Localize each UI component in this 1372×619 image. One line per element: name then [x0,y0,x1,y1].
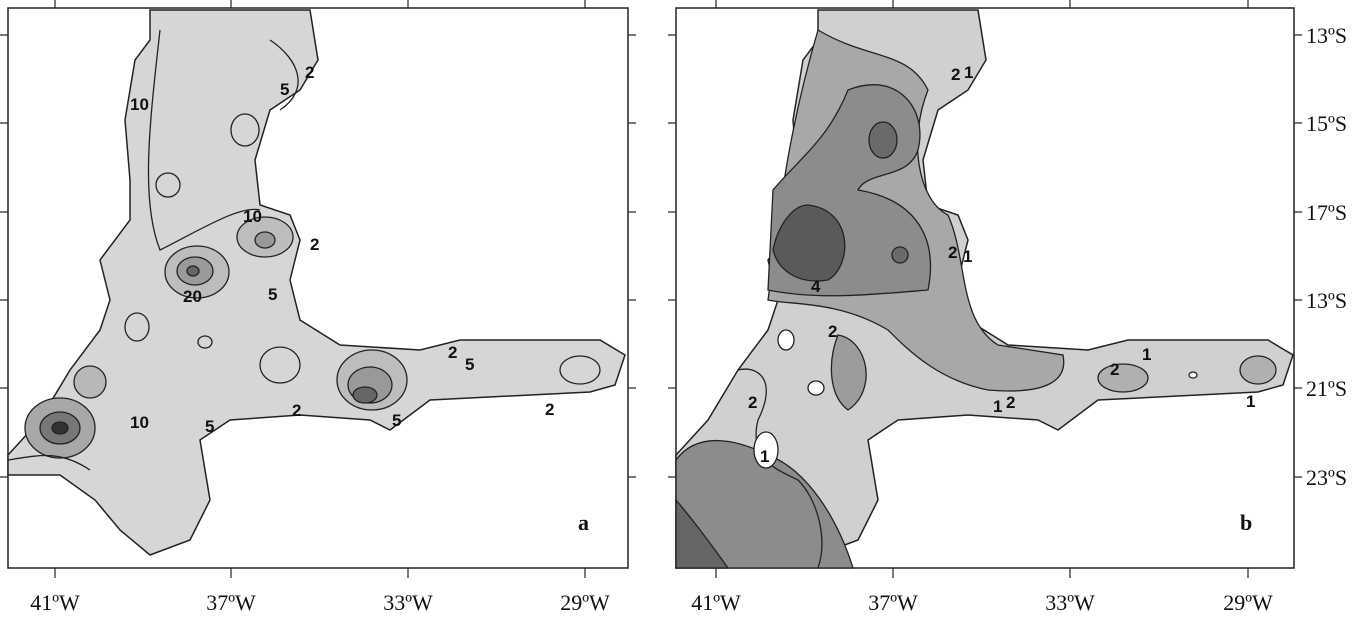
contour-labels: 2 5 10 10 2 20 5 10 5 2 5 2 5 2 [130,63,554,436]
panel-label: a [578,510,589,535]
contour-label: 2 [305,63,314,82]
y-tick-label: 13ºS [1306,23,1347,48]
contour-label: 2 [828,322,837,341]
contour-label: 2 [292,401,301,420]
y-tick-label: 23ºS [1306,465,1347,490]
x-tick-label: 37ºW [206,590,256,615]
contour-label: 2 [1006,393,1015,412]
x-tick-label: 41ºW [691,590,741,615]
contour-label: 20 [183,287,202,306]
contour-label: 2 [1110,360,1119,379]
y-tick-label: 13ºS [1306,288,1347,313]
contour-label: 10 [130,95,149,114]
contour-label: 2 [545,400,554,419]
contour-label: 2 [951,65,960,84]
contour-label: 2 [748,393,757,412]
contour-label: 5 [268,285,277,304]
y-tick-label: 15ºS [1306,111,1347,136]
contour-label: 1 [993,397,1002,416]
y-tick-label: 21ºS [1306,376,1347,401]
x-tick-label: 41ºW [30,590,80,615]
panel-label: b [1240,510,1252,535]
contour-label: 10 [243,207,262,226]
x-tick-label: 29ºW [560,590,610,615]
contour-label: 1 [760,447,769,466]
contour-label: 2 [310,235,319,254]
contour-label: 5 [280,80,289,99]
region-group: 2 1 2 1 4 2 2 1 2 1 2 1 1 [675,9,1294,569]
contours [675,29,1277,569]
contour-label: 2 [448,343,457,362]
x-tick-label: 33ºW [1045,590,1095,615]
x-tick-label: 29ºW [1223,590,1273,615]
contour-label: 4 [811,277,821,296]
contour-label: 5 [465,355,474,374]
panel-b: 2 1 2 1 4 2 2 1 2 1 2 1 1 b 41ºW 37ºW 33ºW… [668,0,1347,615]
contour-labels: 2 1 2 1 4 2 2 1 2 1 2 1 1 [748,63,1255,466]
contour-label: 1 [964,63,973,82]
axis: 41ºW 37ºW 33ºW 29ºW 13ºS 15ºS 17ºS 13ºS 21ºS 23ºS [668,0,1347,615]
contour-label: 2 [948,243,957,262]
y-tick-label: 17ºS [1306,200,1347,225]
contour-label: 1 [1142,345,1151,364]
contours [7,29,601,471]
contour-label: 10 [130,413,149,432]
contour-label: 1 [963,247,972,266]
contour-label: 5 [205,417,214,436]
axis: 41ºW 37ºW 33ºW 29ºW [0,0,636,615]
contour-label: 5 [392,411,401,430]
x-tick-label: 37ºW [868,590,918,615]
x-tick-label: 33ºW [383,590,433,615]
panel-a: 2 5 10 10 2 20 5 10 5 2 5 2 5 2 a 41ºW 37… [0,0,636,615]
contour-label: 1 [1246,392,1255,411]
